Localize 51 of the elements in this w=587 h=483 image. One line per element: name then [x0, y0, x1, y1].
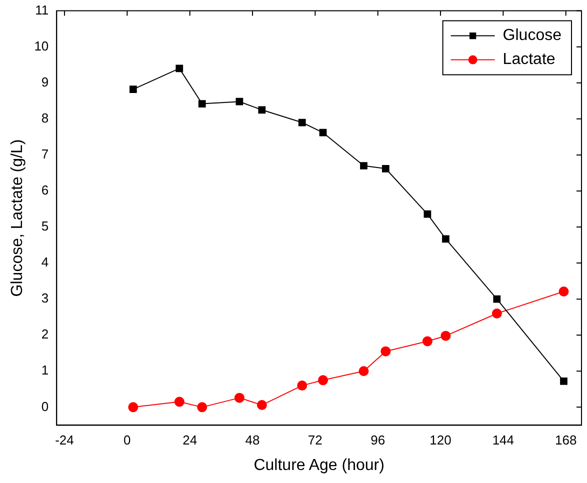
point — [558, 286, 569, 297]
point — [258, 106, 266, 114]
y-tick-label: 6 — [41, 182, 49, 198]
y-tick-label: 3 — [41, 290, 49, 306]
point — [256, 400, 267, 410]
x-tick-label: 48 — [245, 432, 260, 448]
legend-label: Lactate — [502, 51, 556, 68]
y-tick-label: 5 — [41, 218, 49, 234]
point — [442, 235, 450, 243]
point — [424, 210, 432, 218]
y-tick-label: 8 — [41, 110, 49, 126]
point — [234, 392, 244, 403]
point — [382, 164, 390, 172]
y-tick-label: 11 — [35, 2, 49, 18]
point — [492, 308, 502, 318]
point — [318, 375, 328, 386]
y-tick-label: 1 — [41, 362, 49, 378]
y-tick-label: 2 — [41, 326, 49, 342]
x-tick-label: 144 — [492, 432, 514, 448]
point — [358, 366, 369, 376]
legend-label: Glucose — [502, 27, 562, 44]
point — [236, 98, 244, 106]
point — [319, 128, 327, 136]
y-tick-label: 4 — [41, 254, 49, 270]
point — [176, 64, 184, 72]
y-tick-label: 7 — [41, 146, 49, 162]
y-tick-label: 10 — [34, 38, 49, 54]
point — [560, 378, 568, 385]
x-tick-label: -24 — [55, 432, 74, 448]
point — [360, 162, 368, 170]
x-tick-label: 0 — [124, 432, 131, 448]
y-axis-title: Glucose, Lactate (g/L) — [9, 139, 26, 297]
point — [298, 118, 306, 126]
point — [128, 402, 138, 412]
x-tick-label: 96 — [370, 432, 386, 448]
point — [297, 380, 308, 391]
y-tick-label: 0 — [41, 398, 49, 414]
point — [197, 402, 208, 412]
point — [422, 336, 432, 346]
x-axis-title: Culture Age (hour) — [254, 456, 384, 474]
point — [129, 86, 137, 94]
point — [493, 295, 501, 303]
point — [380, 346, 391, 356]
x-tick-label: 24 — [182, 432, 198, 448]
point — [440, 330, 451, 341]
x-tick-label: 168 — [554, 432, 577, 448]
x-tick-label: 120 — [430, 432, 452, 448]
point — [174, 396, 184, 407]
point — [198, 100, 206, 108]
x-tick-label: 72 — [308, 432, 322, 448]
y-tick-label: 9 — [41, 74, 49, 90]
